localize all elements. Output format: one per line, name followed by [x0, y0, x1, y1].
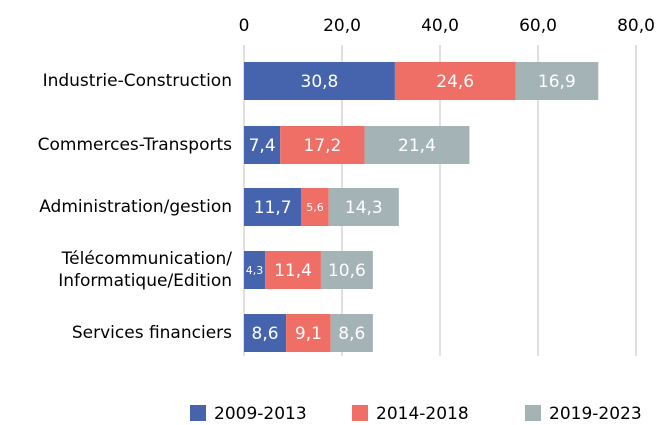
- category-label: Industrie-Construction: [43, 71, 232, 91]
- data-label: 24,6: [436, 72, 474, 92]
- legend-swatch: [525, 405, 541, 421]
- data-label: 17,2: [303, 136, 341, 156]
- category-label: Commerces-Transports: [38, 135, 232, 155]
- bar-segment: [320, 251, 373, 289]
- x-tick-label: 80,0: [617, 16, 655, 36]
- data-label: 4,3: [246, 264, 264, 277]
- legend-swatch: [352, 405, 368, 421]
- data-label: 21,4: [398, 136, 436, 156]
- category-label: Administration/gestion: [39, 197, 232, 217]
- legend-label: 2019-2023: [549, 404, 642, 424]
- bar-segment: [244, 126, 281, 164]
- bar-segment: [364, 126, 470, 164]
- x-tick-label: 40,0: [421, 16, 459, 36]
- bar-segment: [244, 188, 302, 226]
- bar-segment: [244, 314, 287, 352]
- data-label: 7,4: [249, 136, 276, 156]
- bar-segment: [330, 314, 373, 352]
- legend-swatch: [190, 405, 206, 421]
- x-tick-label: 20,0: [323, 16, 361, 36]
- category-label: Services financiers: [72, 323, 232, 343]
- legend-label: 2014-2018: [376, 404, 469, 424]
- data-label: 11,7: [254, 198, 292, 218]
- data-label: 8,6: [338, 324, 365, 344]
- bar-segment: [244, 62, 395, 100]
- legend-label: 2009-2013: [214, 404, 307, 424]
- bar-segment: [286, 314, 331, 352]
- bar-segment: [265, 251, 321, 289]
- data-label: 30,8: [301, 72, 339, 92]
- data-label: 5,6: [306, 201, 324, 214]
- data-label: 9,1: [295, 324, 322, 344]
- data-label: 14,3: [345, 198, 383, 218]
- bar-segment: [301, 188, 329, 226]
- bar-segment: [394, 62, 516, 100]
- data-label: 11,4: [274, 261, 312, 281]
- x-tick-label: 60,0: [519, 16, 557, 36]
- category-label: Télécommunication/Informatique/Edition: [58, 249, 232, 291]
- bar-segment: [244, 251, 266, 289]
- bar-segment: [280, 126, 365, 164]
- data-label: 16,9: [538, 72, 576, 92]
- data-label: 10,6: [328, 261, 366, 281]
- x-tick-label: 0: [239, 16, 250, 36]
- bar-segment: [328, 188, 399, 226]
- data-label: 8,6: [252, 324, 279, 344]
- bar-segment: [515, 62, 599, 100]
